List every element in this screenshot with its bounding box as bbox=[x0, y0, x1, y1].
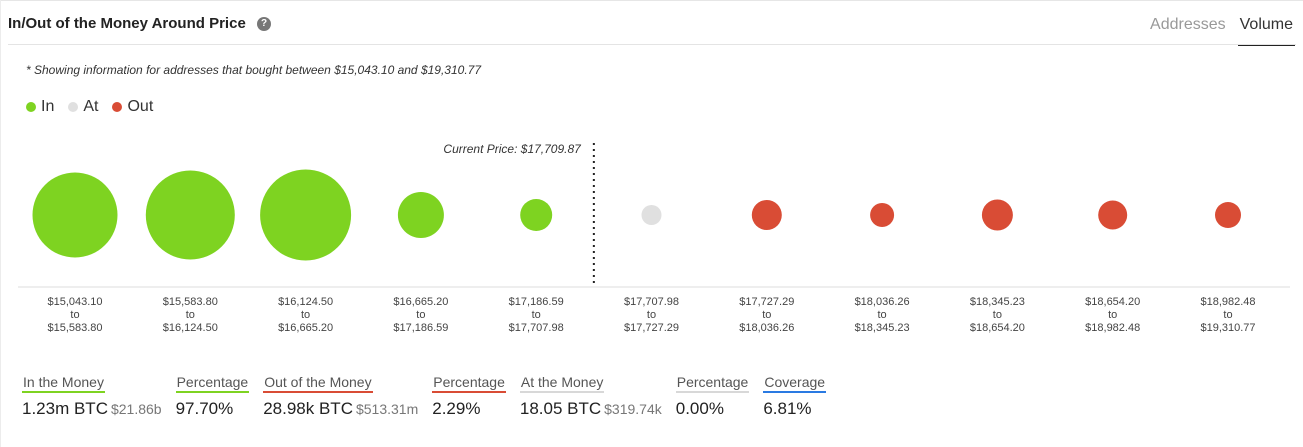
stat-value: 18.05 BTC $319.74k bbox=[520, 399, 662, 419]
stat-coverage: Coverage 6.81% bbox=[763, 374, 827, 419]
stat-label: At the Money bbox=[519, 374, 605, 393]
stat-main-value: 1.23m BTC bbox=[22, 399, 108, 418]
legend-item-at[interactable]: At bbox=[68, 98, 98, 116]
bubble-in[interactable] bbox=[397, 192, 444, 238]
legend-label-out: Out bbox=[127, 98, 154, 115]
stat-value: 97.70% bbox=[175, 399, 234, 418]
chart-title: In/Out of the Money Around Price bbox=[8, 15, 246, 32]
stat-in-percentage: Percentage 97.70% bbox=[175, 374, 250, 419]
bubble-out[interactable] bbox=[981, 199, 1013, 231]
question-circle-icon[interactable]: ? bbox=[257, 17, 271, 31]
range-to-label: $18,036.26 bbox=[739, 322, 794, 334]
stat-label: Percentage bbox=[175, 374, 250, 393]
legend-dot-in bbox=[26, 102, 36, 112]
legend-item-in[interactable]: In bbox=[26, 98, 54, 116]
stat-usd-value: $21.86b bbox=[110, 401, 162, 417]
bubble-out[interactable] bbox=[870, 203, 895, 227]
range-from-label: $17,727.29 bbox=[739, 296, 794, 308]
legend-label-in: In bbox=[41, 98, 55, 115]
stat-out-of-the-money: Out of the Money 28.98k BTC $513.31m bbox=[263, 374, 418, 419]
range-to-label: $17,186.59 bbox=[393, 322, 448, 334]
header-divider bbox=[8, 44, 1296, 45]
range-to-word: to bbox=[762, 309, 771, 321]
stat-at-the-money: At the Money 18.05 BTC $319.74k bbox=[519, 374, 662, 419]
range-to-label: $16,665.20 bbox=[278, 322, 333, 334]
range-to-label: $17,727.29 bbox=[624, 322, 679, 334]
legend-dot-out bbox=[112, 102, 123, 112]
bubble-out[interactable] bbox=[751, 200, 782, 230]
bubble-out[interactable] bbox=[1215, 202, 1241, 228]
left-border bbox=[0, 0, 1, 447]
range-to-word: to bbox=[70, 309, 79, 321]
tab-volume[interactable]: Volume bbox=[1237, 16, 1295, 46]
legend-item-out[interactable]: Out bbox=[112, 98, 153, 116]
stat-value: 2.29% bbox=[432, 399, 481, 418]
legend-label-at: At bbox=[83, 98, 99, 115]
range-from-label: $15,583.80 bbox=[163, 296, 218, 308]
range-to-label: $18,345.23 bbox=[855, 322, 910, 334]
range-to-word: to bbox=[878, 309, 887, 321]
stat-usd-value: $319.74k bbox=[604, 401, 662, 417]
stat-label: Out of the Money bbox=[263, 374, 373, 393]
stat-value: 1.23m BTC $21.86b bbox=[22, 399, 162, 419]
range-from-label: $15,043.10 bbox=[47, 296, 102, 308]
stat-label: Percentage bbox=[432, 374, 506, 393]
range-from-label: $17,707.98 bbox=[624, 296, 679, 308]
range-to-label: $16,124.50 bbox=[163, 322, 218, 334]
stat-at-percentage: Percentage 0.00% bbox=[675, 374, 750, 419]
range-to-label: $19,310.77 bbox=[1200, 322, 1255, 334]
top-border bbox=[0, 0, 1303, 1]
stat-label: Percentage bbox=[675, 374, 750, 393]
range-from-label: $18,345.23 bbox=[970, 296, 1025, 308]
range-to-word: to bbox=[647, 309, 656, 321]
bubble-at[interactable] bbox=[641, 205, 662, 225]
range-from-label: $18,982.48 bbox=[1200, 296, 1255, 308]
range-from-label: $17,186.59 bbox=[509, 296, 564, 308]
range-to-word: to bbox=[416, 309, 425, 321]
range-to-word: to bbox=[532, 309, 541, 321]
range-to-word: to bbox=[186, 309, 195, 321]
range-to-word: to bbox=[301, 309, 310, 321]
bubble-in[interactable] bbox=[145, 170, 235, 260]
stat-usd-value: $513.31m bbox=[355, 401, 419, 417]
range-to-word: to bbox=[993, 309, 1002, 321]
range-to-word: to bbox=[1223, 309, 1232, 321]
range-note: * Showing information for addresses that… bbox=[26, 63, 481, 77]
view-tabs: Addresses Volume bbox=[1148, 16, 1295, 46]
stat-main-value: 18.05 BTC bbox=[519, 399, 602, 418]
range-from-label: $18,036.26 bbox=[855, 296, 910, 308]
bubble-out[interactable] bbox=[1098, 200, 1128, 230]
legend-dot-at bbox=[68, 102, 79, 112]
stat-label: In the Money bbox=[22, 374, 105, 393]
range-to-label: $17,707.98 bbox=[509, 322, 564, 334]
current-price-label: Current Price: $17,709.87 bbox=[443, 142, 582, 156]
range-from-label: $18,654.20 bbox=[1085, 296, 1140, 308]
bubble-in[interactable] bbox=[260, 169, 352, 261]
range-to-word: to bbox=[1108, 309, 1117, 321]
range-to-label: $18,982.48 bbox=[1085, 322, 1140, 334]
stat-in-the-money: In the Money 1.23m BTC $21.86b bbox=[22, 374, 162, 419]
bubble-in[interactable] bbox=[32, 172, 118, 258]
stat-main-value: 28.98k BTC bbox=[263, 399, 353, 418]
range-to-label: $18,654.20 bbox=[970, 322, 1025, 334]
summary-stats: In the Money 1.23m BTC $21.86b Percentage… bbox=[22, 374, 840, 419]
stat-value: 0.00% bbox=[675, 399, 724, 418]
tab-addresses[interactable]: Addresses bbox=[1150, 16, 1226, 33]
stat-value: 28.98k BTC $513.31m bbox=[263, 399, 418, 419]
stat-out-percentage: Percentage 2.29% bbox=[432, 374, 506, 419]
range-to-label: $15,583.80 bbox=[47, 322, 102, 334]
range-from-label: $16,665.20 bbox=[393, 296, 448, 308]
chart-legend: In At Out bbox=[26, 98, 153, 116]
bubble-in[interactable] bbox=[520, 199, 553, 231]
stat-value: 6.81% bbox=[763, 399, 812, 418]
bubble-chart: Current Price: $17,709.87$15,043.10to$15… bbox=[18, 142, 1290, 334]
stat-label: Coverage bbox=[763, 374, 827, 393]
range-from-label: $16,124.50 bbox=[278, 296, 333, 308]
